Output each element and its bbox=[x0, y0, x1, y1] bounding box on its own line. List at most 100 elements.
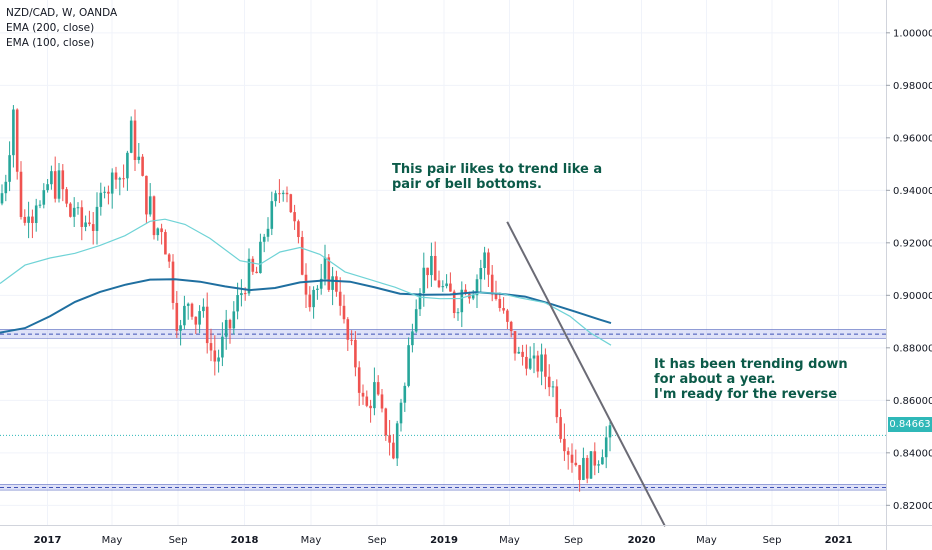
candle-body bbox=[99, 192, 103, 207]
candle-body bbox=[243, 293, 247, 295]
candle-body bbox=[175, 302, 179, 331]
x-tick-label: 2018 bbox=[231, 535, 259, 546]
candle-body bbox=[57, 170, 61, 199]
candle-body bbox=[12, 109, 15, 156]
candle-body bbox=[464, 289, 467, 294]
candle-body bbox=[141, 156, 144, 176]
candle-body bbox=[342, 305, 346, 320]
candle-body bbox=[407, 345, 410, 386]
candle-body bbox=[259, 241, 262, 274]
candle-body bbox=[198, 311, 201, 325]
candle-body bbox=[521, 351, 524, 357]
candle-body bbox=[441, 286, 445, 288]
candle-body bbox=[449, 283, 452, 292]
candle-body bbox=[213, 350, 217, 362]
x-tick-label: Sep bbox=[564, 535, 583, 546]
candle-body bbox=[418, 292, 422, 310]
candle-body bbox=[544, 354, 547, 377]
candle-body bbox=[335, 276, 338, 292]
candle-body bbox=[414, 309, 418, 332]
candle-body bbox=[202, 306, 205, 312]
candle-body bbox=[506, 310, 509, 322]
y-tick-label: 0.96000 bbox=[893, 133, 932, 144]
candle-body bbox=[156, 228, 160, 236]
candle-body bbox=[327, 257, 331, 290]
x-tick-label: Sep bbox=[763, 535, 782, 546]
last-price-tag: 0.84663 bbox=[888, 417, 932, 432]
candle-body bbox=[221, 336, 224, 358]
candle-body bbox=[304, 274, 308, 295]
candle-body bbox=[308, 294, 312, 308]
x-tick-label: 2019 bbox=[430, 535, 458, 546]
candle-body bbox=[403, 385, 407, 403]
x-tick-label: May bbox=[102, 535, 123, 546]
candle-body bbox=[433, 255, 437, 281]
candle-body bbox=[498, 298, 502, 309]
candle-body bbox=[38, 204, 42, 206]
ema-line-100 bbox=[0, 218, 612, 346]
candle-body bbox=[300, 237, 304, 275]
candle-body bbox=[479, 268, 483, 280]
candle-body bbox=[281, 192, 285, 195]
candle-body bbox=[46, 184, 49, 191]
candle-body bbox=[582, 457, 585, 480]
x-tick-label: 2020 bbox=[628, 535, 656, 546]
candle-body bbox=[91, 224, 95, 231]
x-tick-label: Sep bbox=[368, 535, 387, 546]
candle-body bbox=[551, 386, 555, 388]
candle-body bbox=[475, 279, 479, 296]
candle-body bbox=[570, 454, 574, 463]
candle-body bbox=[88, 222, 91, 225]
candle-body bbox=[76, 207, 80, 209]
candle-body bbox=[31, 216, 34, 224]
x-tick-label: May bbox=[301, 535, 322, 546]
candle-body bbox=[445, 283, 448, 287]
support-zones bbox=[0, 329, 886, 491]
ema-lines bbox=[0, 218, 612, 346]
candles bbox=[0, 105, 612, 492]
annotation-line: pair of bell bottoms. bbox=[392, 177, 542, 192]
candle-body bbox=[42, 190, 46, 205]
candle-body bbox=[114, 172, 118, 180]
candle-body bbox=[312, 289, 315, 308]
candle-body bbox=[601, 457, 604, 465]
candle-body bbox=[502, 308, 505, 311]
candle-body bbox=[319, 278, 323, 289]
candle-body bbox=[167, 254, 171, 262]
candle-body bbox=[118, 178, 122, 180]
candle-body bbox=[152, 196, 156, 236]
candle-body bbox=[61, 170, 65, 190]
candle-body bbox=[331, 276, 334, 290]
candle-body bbox=[65, 189, 68, 204]
candle-body bbox=[395, 423, 399, 459]
candle-body bbox=[589, 451, 593, 479]
candle-body bbox=[84, 222, 87, 227]
trend-line[interactable] bbox=[506, 221, 666, 527]
candle-body bbox=[145, 175, 148, 215]
candle-body bbox=[23, 216, 27, 223]
candle-body bbox=[80, 207, 84, 227]
candle-body bbox=[430, 255, 433, 276]
candle-body bbox=[532, 355, 536, 359]
y-tick-label: 0.86000 bbox=[893, 396, 932, 407]
candle-body bbox=[240, 293, 243, 296]
candle-body bbox=[517, 351, 521, 354]
candle-body bbox=[126, 152, 129, 179]
candle-body bbox=[350, 339, 353, 341]
candle-body bbox=[289, 194, 293, 213]
candle-body bbox=[346, 319, 350, 340]
x-tick-label: May bbox=[499, 535, 520, 546]
grid bbox=[0, 0, 886, 525]
annotation-line: It has been trending down bbox=[654, 357, 848, 372]
candle-body bbox=[293, 212, 296, 222]
candle-body bbox=[608, 425, 612, 438]
candle-body bbox=[437, 280, 441, 288]
annotation-bell-bottoms: This pair likes to trend like a pair of … bbox=[392, 162, 602, 192]
candle-body bbox=[133, 120, 137, 161]
y-tick-label: 0.82000 bbox=[893, 501, 932, 512]
candle-body bbox=[270, 201, 274, 229]
candle-body bbox=[122, 178, 125, 180]
candle-body bbox=[380, 394, 384, 409]
